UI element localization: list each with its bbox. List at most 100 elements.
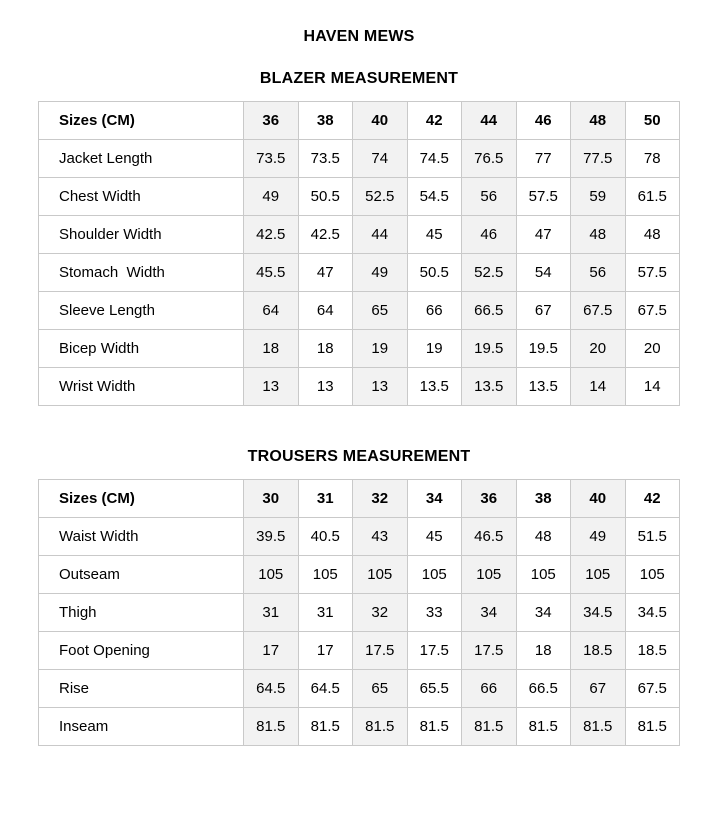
value-cell: 13	[352, 367, 408, 406]
row-label: Waist Width	[38, 517, 244, 556]
size-header-cell: 48	[570, 101, 626, 140]
blazer-measurement-section: BLAZER MEASUREMENT Sizes (CM) 36 38 40 42 44 4…	[0, 70, 718, 406]
value-cell: 13.5	[461, 367, 517, 406]
value-cell: 49	[243, 177, 299, 216]
value-cell: 32	[352, 593, 408, 632]
value-cell: 39.5	[243, 517, 299, 556]
table-row: Bicep Width 18 18 19 19 19.5 19.5 20 20	[38, 329, 680, 368]
value-cell: 64.5	[297, 669, 353, 708]
row-label: Bicep Width	[38, 329, 244, 368]
value-cell: 105	[624, 555, 680, 594]
value-cell: 52.5	[461, 253, 517, 292]
size-header-cell: 38	[515, 479, 571, 518]
value-cell: 44	[352, 215, 408, 254]
size-header-cell: 40	[352, 101, 408, 140]
sizes-header-cell: Sizes (CM)	[38, 479, 244, 518]
size-header-cell: 31	[297, 479, 353, 518]
size-header-cell: 42	[406, 101, 462, 140]
value-cell: 34	[461, 593, 517, 632]
value-cell: 34	[515, 593, 571, 632]
value-cell: 34.5	[624, 593, 680, 632]
blazer-section-title: BLAZER MEASUREMENT	[259, 70, 459, 87]
row-label: Shoulder Width	[38, 215, 244, 254]
value-cell: 20	[570, 329, 626, 368]
value-cell: 64	[297, 291, 353, 330]
value-cell: 65	[352, 669, 408, 708]
value-cell: 105	[515, 555, 571, 594]
size-header-cell: 36	[461, 479, 517, 518]
table-row: Sleeve Length 64 64 65 66 66.5 67 67.5 67.5	[38, 291, 680, 330]
value-cell: 45.5	[243, 253, 299, 292]
value-cell: 13	[297, 367, 353, 406]
table-row: Wrist Width 13 13 13 13.5 13.5 13.5 14 14	[38, 367, 680, 406]
size-header-cell: 42	[624, 479, 680, 518]
value-cell: 31	[243, 593, 299, 632]
trousers-measurement-table: Sizes (CM) 30 31 32 34 36 38 40 42 Waist Width 39.…	[38, 479, 680, 746]
header-row: Sizes (CM) 30 31 32 34 36 38 40 42	[38, 479, 680, 518]
value-cell: 81.5	[461, 707, 517, 746]
value-cell: 76.5	[461, 139, 517, 178]
value-cell: 64.5	[243, 669, 299, 708]
page-title: HAVEN MEWS	[303, 28, 415, 45]
value-cell: 105	[570, 555, 626, 594]
value-cell: 18	[515, 631, 571, 670]
value-cell: 56	[461, 177, 517, 216]
value-cell: 81.5	[297, 707, 353, 746]
blazer-measurement-table: Sizes (CM) 36 38 40 42 44 46 48 50 Jacket Length 7…	[38, 101, 680, 406]
table-row: Thigh 31 31 32 33 34 34 34.5 34.5	[38, 593, 680, 632]
table-row: Shoulder Width 42.5 42.5 44 45 46 47 48 48	[38, 215, 680, 254]
row-label: Thigh	[38, 593, 244, 632]
value-cell: 42.5	[297, 215, 353, 254]
table-row: Inseam 81.5 81.5 81.5 81.5 81.5 81.5 81.5 81.5	[38, 707, 680, 746]
value-cell: 18.5	[570, 631, 626, 670]
row-label: Wrist Width	[38, 367, 244, 406]
value-cell: 66.5	[461, 291, 517, 330]
size-header-cell: 34	[406, 479, 462, 518]
value-cell: 56	[570, 253, 626, 292]
row-label: Inseam	[38, 707, 244, 746]
value-cell: 45	[406, 215, 462, 254]
value-cell: 17.5	[352, 631, 408, 670]
value-cell: 48	[570, 215, 626, 254]
value-cell: 52.5	[352, 177, 408, 216]
row-label: Sleeve Length	[38, 291, 244, 330]
value-cell: 66.5	[515, 669, 571, 708]
row-label: Rise	[38, 669, 244, 708]
value-cell: 73.5	[297, 139, 353, 178]
value-cell: 67	[515, 291, 571, 330]
value-cell: 17	[297, 631, 353, 670]
row-label: Stomach Width	[38, 253, 244, 292]
value-cell: 31	[297, 593, 353, 632]
size-header-cell: 38	[297, 101, 353, 140]
size-header-cell: 44	[461, 101, 517, 140]
table-row: Stomach Width 45.5 47 49 50.5 52.5 54 56 57.5	[38, 253, 680, 292]
value-cell: 81.5	[352, 707, 408, 746]
value-cell: 57.5	[515, 177, 571, 216]
value-cell: 105	[297, 555, 353, 594]
value-cell: 19	[406, 329, 462, 368]
value-cell: 20	[624, 329, 680, 368]
table-row: Jacket Length 73.5 73.5 74 74.5 76.5 77 77.5 78	[38, 139, 680, 178]
value-cell: 19	[352, 329, 408, 368]
value-cell: 81.5	[243, 707, 299, 746]
value-cell: 49	[352, 253, 408, 292]
value-cell: 74.5	[406, 139, 462, 178]
value-cell: 105	[461, 555, 517, 594]
value-cell: 78	[624, 139, 680, 178]
value-cell: 18	[297, 329, 353, 368]
value-cell: 47	[515, 215, 571, 254]
value-cell: 67	[570, 669, 626, 708]
table-row: Outseam 105 105 105 105 105 105 105 105	[38, 555, 680, 594]
trousers-measurement-section: TROUSERS MEASUREMENT Sizes (CM) 30 31 32 34 3…	[0, 448, 718, 746]
value-cell: 66	[406, 291, 462, 330]
value-cell: 65	[352, 291, 408, 330]
size-header-cell: 36	[243, 101, 299, 140]
value-cell: 13.5	[406, 367, 462, 406]
value-cell: 50.5	[297, 177, 353, 216]
value-cell: 81.5	[515, 707, 571, 746]
value-cell: 13	[243, 367, 299, 406]
value-cell: 49	[570, 517, 626, 556]
trousers-section-title: TROUSERS MEASUREMENT	[247, 448, 471, 465]
value-cell: 67.5	[624, 291, 680, 330]
size-header-cell: 46	[515, 101, 571, 140]
